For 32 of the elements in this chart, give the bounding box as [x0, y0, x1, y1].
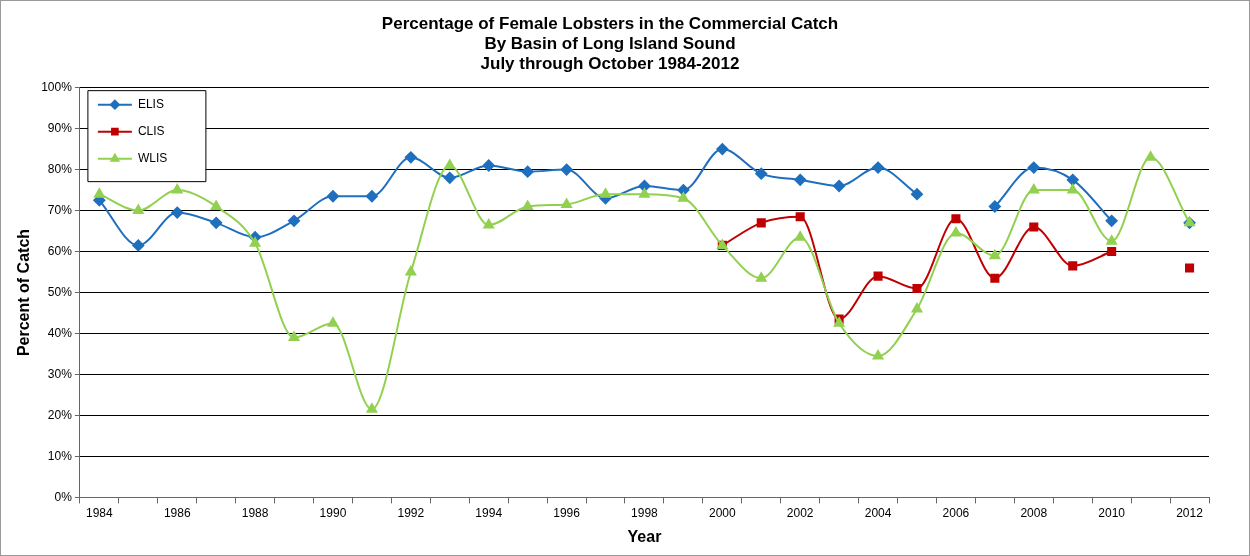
y-axis-title: Percent of Catch [15, 228, 33, 357]
legend-label: ELIS [137, 96, 164, 111]
x-tick-label: 2006 [942, 505, 970, 520]
x-tick-label: 2000 [708, 505, 736, 520]
x-tick-label: 1988 [241, 505, 269, 520]
y-tick-label: 0% [54, 489, 73, 504]
y-tick-label: 10% [47, 448, 73, 463]
y-tick-label: 90% [47, 120, 73, 135]
y-tick-label: 20% [47, 407, 73, 422]
x-axis-title: Year [627, 527, 662, 545]
x-tick-label: 2012 [1176, 505, 1204, 520]
x-tick-label: 1990 [319, 505, 347, 520]
x-tick-label: 2002 [786, 505, 814, 520]
y-tick-label: 80% [47, 161, 73, 176]
y-tick-label: 70% [47, 202, 73, 217]
x-tick-label: 1996 [553, 505, 581, 520]
y-tick-label: 30% [47, 366, 73, 381]
x-tick-label: 2008 [1020, 505, 1048, 520]
chart-title: Percentage of Female Lobsters in the Commercial Catch By Basin of Long Island Sound July through October 1984-2012 [381, 14, 839, 73]
x-tick-label: 2004 [864, 505, 892, 520]
y-tick-label: 60% [47, 243, 73, 258]
x-tick-label: 1986 [163, 505, 191, 520]
legend-label: WLIS [137, 150, 168, 165]
x-tick-label: 1984 [86, 505, 114, 520]
y-tick-label: 50% [47, 284, 73, 299]
x-tick-label: 1994 [475, 505, 503, 520]
y-tick-label: 40% [47, 325, 73, 340]
y-tick-label: 100% [41, 79, 73, 94]
x-tick-label: 1998 [631, 505, 659, 520]
legend-label: CLIS [137, 123, 165, 138]
x-tick-label: 2010 [1098, 505, 1126, 520]
x-tick-label: 1992 [397, 505, 425, 520]
